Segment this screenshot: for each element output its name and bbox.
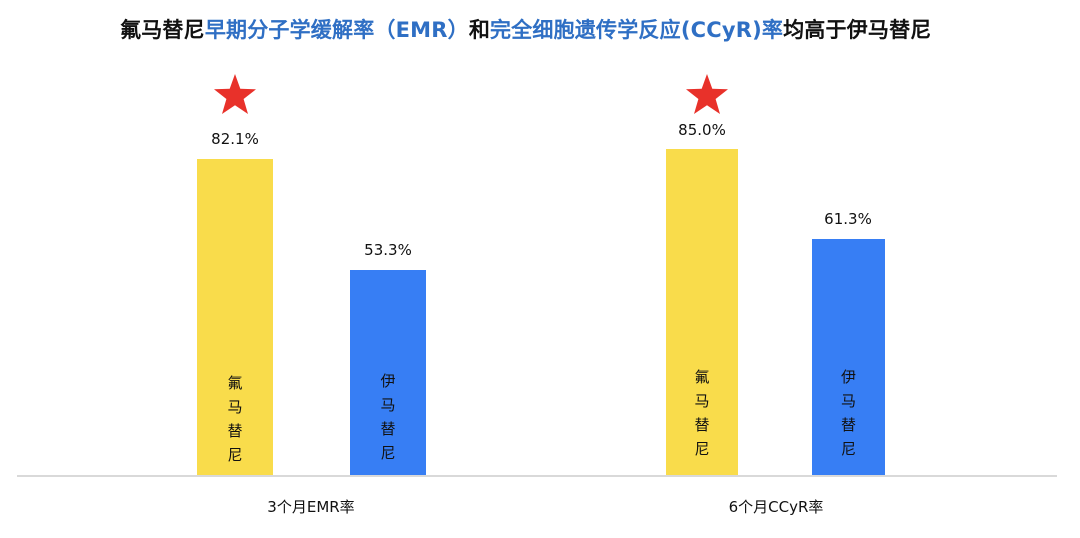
title-part-5: 均高于伊马替尼 bbox=[783, 18, 932, 42]
value-label-imatinib-ccyr: 61.3% bbox=[824, 210, 872, 228]
star-icon bbox=[686, 74, 728, 114]
title-part-2: 早期分子学缓解率（EMR） bbox=[204, 18, 469, 42]
title-part-1: 氟马替尼 bbox=[120, 18, 205, 42]
bar-series-label: 氟 马 替 尼 bbox=[227, 374, 243, 464]
x-axis-line bbox=[17, 475, 1057, 477]
title-part-3: 和 bbox=[468, 18, 491, 42]
chart-title: 氟马替尼早期分子学缓解率（EMR）和完全细胞遗传学反应(CCyR)率均高于伊马替… bbox=[120, 14, 1040, 48]
bar-imatinib-ccyr: 伊 马 替 尼 bbox=[812, 239, 885, 476]
value-label-flumatinib-emr: 82.1% bbox=[211, 130, 259, 148]
value-label-imatinib-emr: 53.3% bbox=[364, 241, 412, 259]
bar-series-label: 伊 马 替 尼 bbox=[380, 372, 396, 462]
value-label-flumatinib-ccyr: 85.0% bbox=[678, 121, 726, 139]
bar-flumatinib-emr: 氟 马 替 尼 bbox=[197, 159, 273, 476]
star-icon bbox=[214, 74, 256, 114]
category-label-ccyr: 6个月CCyR率 bbox=[728, 498, 824, 516]
bar-series-label: 伊 马 替 尼 bbox=[840, 368, 856, 458]
category-label-emr: 3个月EMR率 bbox=[267, 498, 355, 516]
bar-flumatinib-ccyr: 氟 马 替 尼 bbox=[666, 149, 738, 476]
title-part-4: 完全细胞遗传学反应(CCyR)率 bbox=[490, 18, 784, 42]
bar-imatinib-emr: 伊 马 替 尼 bbox=[350, 270, 426, 476]
bar-series-label: 氟 马 替 尼 bbox=[694, 368, 710, 458]
